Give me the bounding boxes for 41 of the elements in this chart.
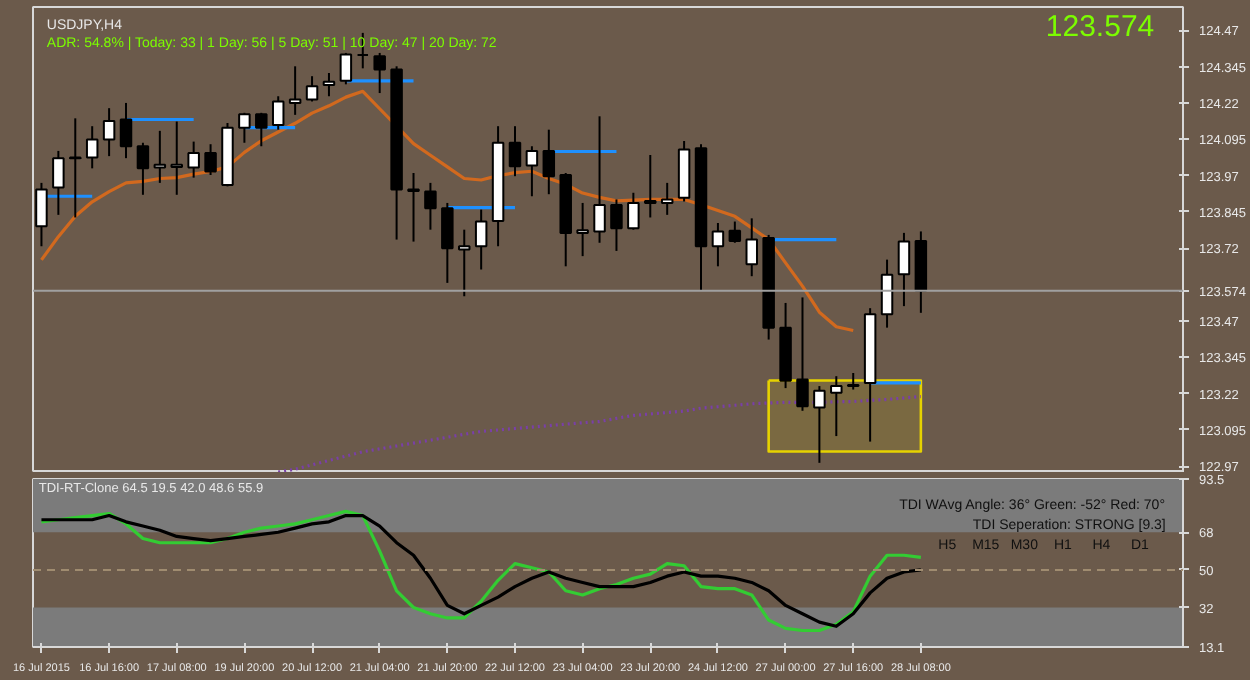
candlestick — [52, 149, 65, 216]
candlestick — [728, 220, 742, 244]
candlestick — [897, 231, 911, 308]
candlestick — [136, 141, 150, 196]
line-series — [39, 89, 855, 333]
candlestick — [508, 125, 522, 178]
candlestick — [238, 111, 251, 144]
candlestick — [373, 51, 386, 95]
candlestick — [204, 143, 217, 177]
candlestick — [745, 217, 758, 278]
candlestick — [830, 375, 843, 438]
candlestick — [322, 71, 336, 98]
candlestick — [305, 75, 319, 103]
candlestick — [271, 95, 285, 131]
candlestick — [424, 181, 437, 231]
candlestick — [119, 101, 133, 160]
candlestick — [407, 171, 420, 243]
candlestick — [644, 153, 657, 219]
candlestick — [35, 181, 48, 248]
candlestick — [102, 107, 116, 158]
candlestick — [458, 228, 471, 298]
candlestick — [542, 128, 556, 196]
candlestick — [660, 181, 674, 216]
candlestick — [593, 115, 606, 244]
annotation: 123.574 — [1045, 9, 1155, 44]
candlestick — [170, 120, 183, 196]
candlestick — [474, 208, 488, 271]
candlestick — [813, 385, 826, 464]
candlestick — [441, 201, 454, 284]
candlestick — [610, 198, 623, 252]
candlestick — [576, 201, 589, 258]
candlestick — [85, 125, 99, 170]
candlestick — [187, 140, 200, 179]
candlestick — [880, 258, 894, 329]
candlestick — [525, 145, 539, 198]
candlestick — [627, 191, 640, 231]
candlestick — [796, 296, 809, 412]
candlestick — [711, 221, 725, 268]
candlestick — [339, 51, 353, 86]
candlestick — [288, 65, 302, 116]
candlestick — [255, 111, 268, 148]
